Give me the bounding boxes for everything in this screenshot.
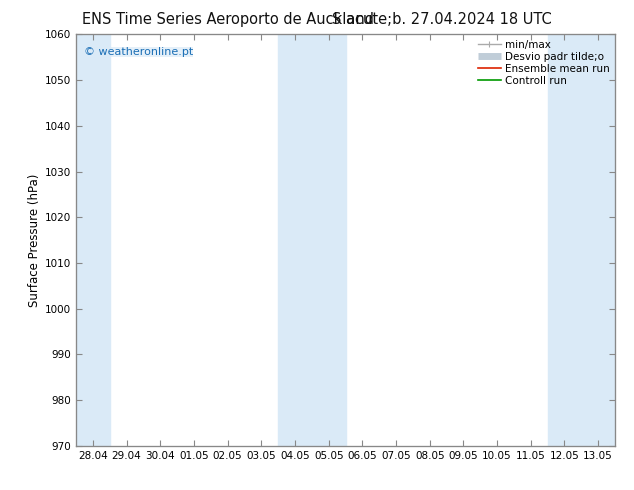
Text: © weatheronline.pt: © weatheronline.pt [84,47,193,57]
Legend: min/max, Desvio padr tilde;o, Ensemble mean run, Controll run: min/max, Desvio padr tilde;o, Ensemble m… [476,37,612,88]
Bar [548,34,615,446]
Bar [278,34,346,446]
Text: ENS Time Series Aeroporto de Auckland: ENS Time Series Aeroporto de Auckland [82,12,375,27]
Bar [76,34,110,446]
Text: S acute;b. 27.04.2024 18 UTC: S acute;b. 27.04.2024 18 UTC [332,12,552,27]
Y-axis label: Surface Pressure (hPa): Surface Pressure (hPa) [28,173,41,307]
